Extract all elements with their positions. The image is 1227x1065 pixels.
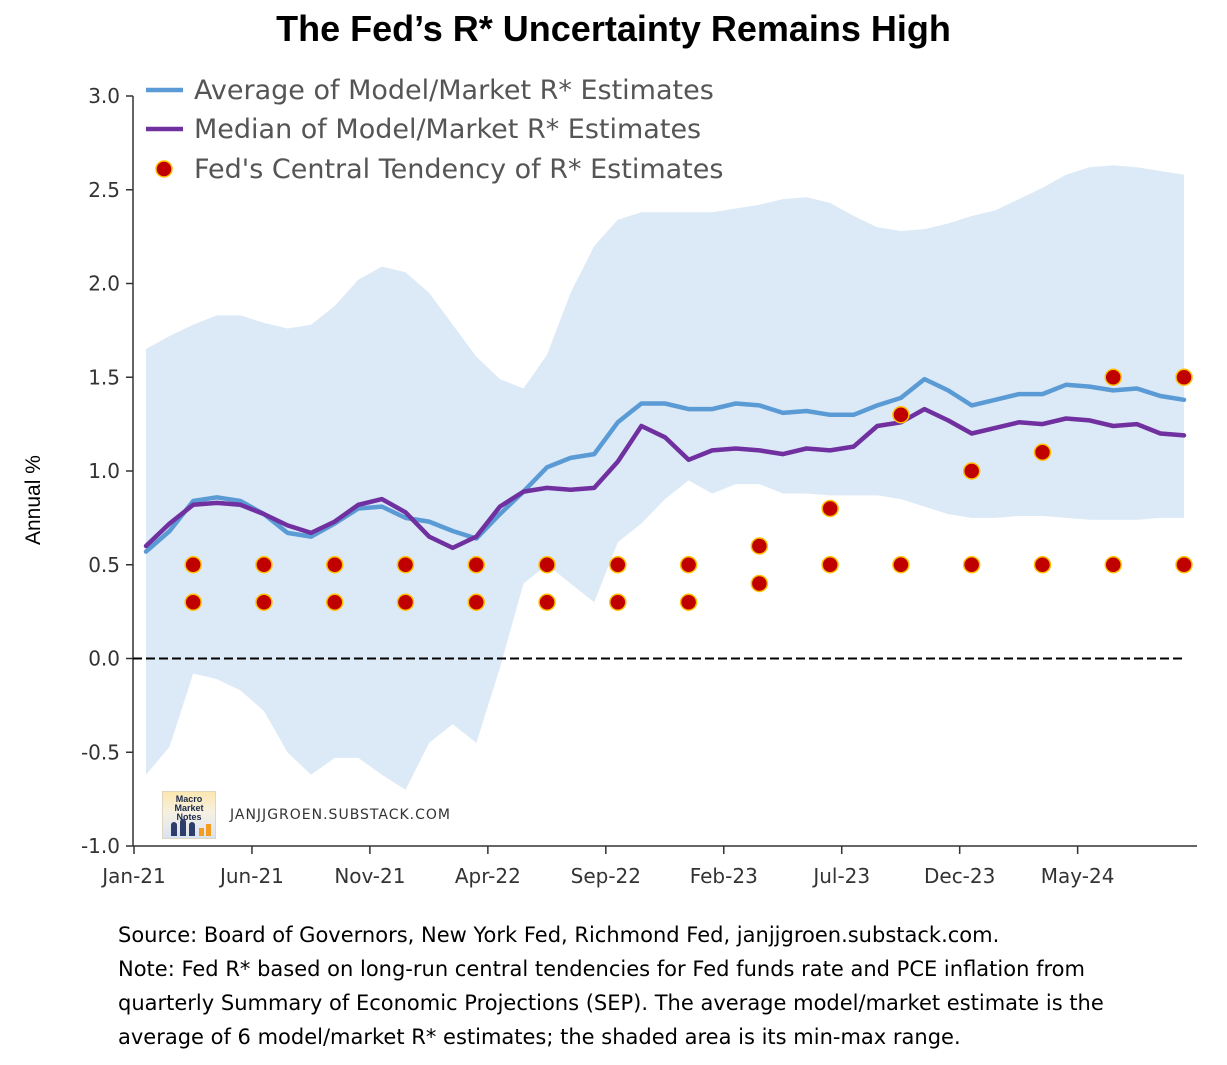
y-tick-label: -0.5 (81, 740, 120, 764)
caption-source: Source: Board of Governors, New York Fed… (118, 923, 1000, 947)
y-tick-label: -1.0 (81, 834, 120, 858)
fed-rstar-point (325, 556, 344, 574)
caption: Source: Board of Governors, New York Fed… (118, 918, 1208, 1054)
fed-rstar-point (609, 593, 627, 611)
chart-svg: -1.0 -0.5 0.0 0.5 1.0 1.5 2.0 2.5 3.0 Jan-21 Jun-2… (81, 75, 1197, 888)
y-tick-label: 1.5 (88, 365, 120, 389)
y-tick-label: 0.0 (88, 647, 120, 671)
fed-rstar-point (467, 556, 486, 574)
fed-rstar-point (750, 537, 769, 555)
y-tick-label: 0.5 (88, 553, 120, 577)
caption-note-2: quarterly Summary of Economic Projection… (118, 991, 1104, 1015)
min-max-range-band (146, 165, 1184, 790)
fed-rstar-point (1033, 556, 1052, 574)
legend: Average of Model/Market R* Estimates Medi… (146, 75, 723, 185)
series-layer (143, 376, 1187, 554)
fed-rstar-point (255, 593, 273, 611)
median-rstar-line (143, 406, 1187, 551)
fed-rstar-point (538, 593, 556, 611)
watermark-text: JANJJGROEN.SUBSTACK.COM (230, 807, 452, 823)
fed-rstar-point (821, 499, 839, 518)
x-tick-label: Jun-21 (218, 864, 284, 888)
x-tick-label: May-24 (1041, 864, 1115, 888)
fed-rstar-point (892, 556, 910, 574)
fed-rstar-point (184, 556, 202, 574)
fed-rstar-point (1033, 443, 1052, 461)
x-tick-label: Sep-22 (571, 864, 641, 888)
fed-rstar-point (538, 556, 556, 574)
fed-rstar-point (609, 556, 627, 574)
x-tick-label: Apr-22 (455, 864, 521, 888)
fed-rstar-point (962, 556, 981, 574)
chart-title: The Fed’s R* Uncertainty Remains High (276, 8, 951, 49)
legend-label: Fed's Central Tendency of R* Estimates (194, 154, 723, 185)
x-tick-label: Jan-21 (100, 864, 166, 888)
fed-rstar-point (467, 593, 486, 611)
y-axis-label: Annual % (22, 455, 45, 545)
fed-rstar-point (255, 556, 273, 574)
y-tick-label: 3.0 (88, 84, 120, 108)
fed-rstar-point (892, 406, 910, 424)
fed-rstar-point (821, 556, 839, 574)
x-tick-label: Feb-23 (690, 864, 758, 888)
fed-rstar-point (184, 593, 202, 611)
y-tick-label: 1.0 (88, 459, 120, 483)
fed-rstar-point (750, 574, 769, 593)
x-tick-label: Dec-23 (924, 864, 995, 888)
legend-label: Median of Model/Market R* Estimates (194, 114, 701, 145)
legend-label: Average of Model/Market R* Estimates (194, 75, 714, 106)
fed-rstar-point (1104, 368, 1122, 386)
caption-note-3: average of 6 model/market R* estimates; … (118, 1025, 961, 1049)
axes-layer: -1.0 -0.5 0.0 0.5 1.0 1.5 2.0 2.5 3.0 Jan-21 Jun-2… (81, 84, 1197, 888)
fed-rstar-point (962, 462, 981, 480)
fed-rstar-point (679, 593, 698, 611)
y-tick-label: 2.0 (88, 272, 120, 296)
caption-note-1: Note: Fed R* based on long-run central t… (118, 957, 1085, 981)
macro-market-notes-logo: Macro Market Notes (162, 791, 216, 839)
fed-rstar-point (396, 556, 415, 574)
y-tick-label: 2.5 (88, 178, 120, 202)
average-rstar-line (143, 376, 1187, 554)
x-tick-label: Jul-23 (811, 864, 870, 888)
fed-rstar-point (1175, 368, 1193, 386)
fed-rstar-point (679, 556, 698, 574)
fed-dots-layer (184, 368, 1193, 611)
fed-rstar-point (325, 593, 344, 611)
range-band-layer (146, 165, 1184, 790)
watermark: Macro Market Notes JANJJGROEN.SUBSTACK.CO… (162, 791, 451, 839)
fed-rstar-point (396, 593, 415, 611)
fed-rstar-point (1104, 556, 1122, 574)
legend-swatch-fed (155, 160, 173, 178)
fed-rstar-point (1175, 556, 1193, 574)
x-tick-label: Nov-21 (334, 864, 405, 888)
